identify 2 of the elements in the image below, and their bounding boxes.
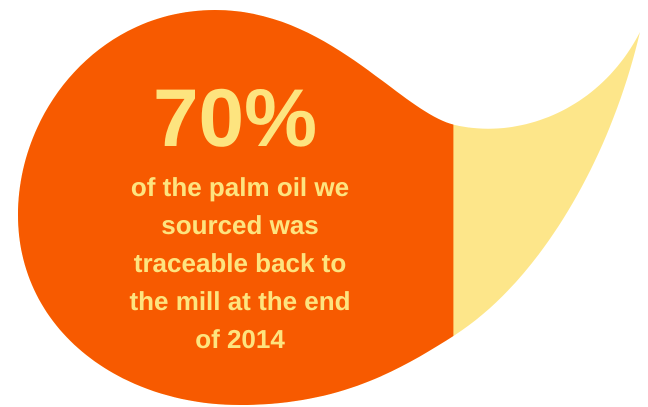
data-label: 70% <box>152 73 318 164</box>
text: of the palm oil we sourced was traceable back to the mill at the end of 2014 <box>129 172 351 354</box>
